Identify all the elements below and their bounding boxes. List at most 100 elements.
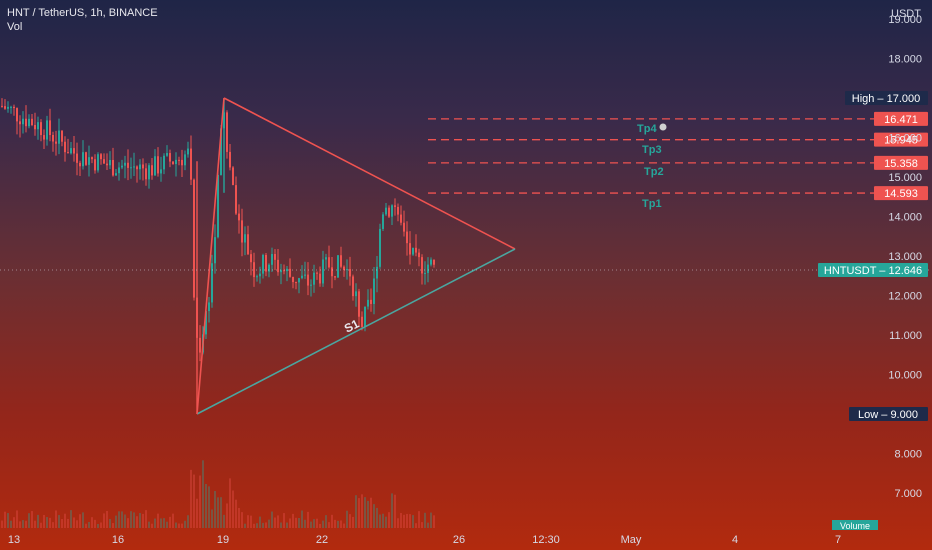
triangle-left-line[interactable] [196, 97, 225, 415]
volume-bar [262, 522, 264, 528]
volume-bar [418, 511, 420, 528]
y-tick-label: 12.000 [888, 291, 922, 303]
candle-body [409, 243, 411, 255]
volume-bar [358, 498, 360, 528]
candle-body [211, 263, 213, 303]
current-price-badge[interactable] [818, 262, 928, 277]
volume-bar [364, 497, 366, 528]
volume-badge-label: Volume [840, 521, 870, 531]
volume-bar [115, 515, 117, 528]
volume-bar [133, 512, 135, 528]
candle-body [247, 234, 249, 255]
candle-body [166, 153, 168, 156]
volume-bar [112, 523, 114, 528]
candle-body [4, 106, 6, 109]
x-tick-label: 26 [453, 534, 465, 546]
volume-bar [91, 517, 93, 528]
volume-bar [160, 518, 162, 528]
volume-bar [226, 503, 228, 528]
candle-body [217, 174, 219, 238]
candle-body [361, 316, 363, 327]
candle-body [298, 278, 300, 283]
target-price-badge [874, 111, 928, 126]
candle-body [133, 166, 135, 168]
candle-body [259, 273, 261, 277]
target-price-badge [874, 155, 928, 170]
candle-body [391, 205, 393, 217]
volume-bar [43, 514, 45, 528]
currency-label: USDT [891, 8, 921, 20]
symbol-title[interactable]: HNT / TetherUS, 1h, BINANCE [7, 7, 158, 19]
volume-indicator-label[interactable]: Vol [7, 21, 23, 33]
x-tick-label: May [621, 534, 642, 546]
y-tick-label: 7.000 [894, 488, 922, 500]
volume-bar [88, 521, 90, 528]
candle-body [112, 160, 114, 176]
y-tick-label: 14.000 [888, 212, 922, 224]
triangle-lower-line[interactable] [196, 248, 516, 415]
volume-bar [331, 514, 333, 528]
volume-bar [325, 515, 327, 528]
volume-bar [259, 516, 261, 528]
volume-bar [346, 510, 348, 528]
volume-bar [142, 513, 144, 528]
candle-body [76, 153, 78, 163]
candle-body [376, 266, 378, 279]
volume-bar [40, 522, 42, 528]
candle-body [10, 106, 12, 108]
candle-body [157, 156, 159, 174]
volume-bar [334, 519, 336, 528]
volume-bar [145, 510, 147, 528]
candle-body [208, 302, 210, 312]
candle-body [337, 255, 339, 278]
candle-body [91, 157, 93, 160]
high-badge [845, 91, 928, 105]
volume-bar [376, 507, 378, 528]
volume-bar [391, 493, 393, 528]
candle-body [178, 159, 180, 161]
candle-body [280, 270, 282, 273]
candle-body [424, 272, 426, 274]
volume-bar [316, 518, 318, 528]
volume-bar [361, 494, 363, 528]
candle-body [163, 155, 165, 170]
triangle-upper-line[interactable] [223, 97, 516, 250]
volume-bar [409, 514, 411, 528]
cursor-dot-icon [659, 123, 667, 131]
candle-body [25, 118, 27, 127]
volume-bar [205, 483, 207, 528]
candle-body [310, 284, 312, 286]
volume-bar [61, 518, 63, 528]
candle-body [274, 254, 276, 260]
volume-bar [172, 513, 174, 528]
candle-body [34, 125, 36, 130]
candle-body [268, 264, 270, 272]
volume-bar [79, 514, 81, 528]
volume-bar [340, 520, 342, 528]
volume-bar [7, 513, 9, 528]
volume-bar [55, 510, 57, 528]
x-tick-label: 22 [316, 534, 328, 546]
volume-bar [19, 521, 21, 528]
candle-body [250, 254, 252, 263]
volume-bar [184, 520, 186, 528]
candle-body [169, 153, 171, 162]
x-tick-label: 13 [8, 534, 20, 546]
candle-body [382, 214, 384, 229]
candle-body [232, 167, 234, 186]
candle-body [64, 141, 66, 153]
volume-bar [343, 523, 345, 528]
candle-body [331, 267, 333, 277]
volume-bar [430, 512, 432, 528]
candle-body [124, 162, 126, 166]
candle-body [367, 299, 369, 307]
y-tick-label: 19.000 [888, 14, 922, 26]
volume-bar [214, 491, 216, 528]
volume-bar [118, 511, 120, 528]
candle-body [136, 166, 138, 170]
candle-body [340, 255, 342, 267]
volume-bar [10, 520, 12, 528]
volume-bar [37, 514, 39, 528]
candle-body [100, 154, 102, 160]
